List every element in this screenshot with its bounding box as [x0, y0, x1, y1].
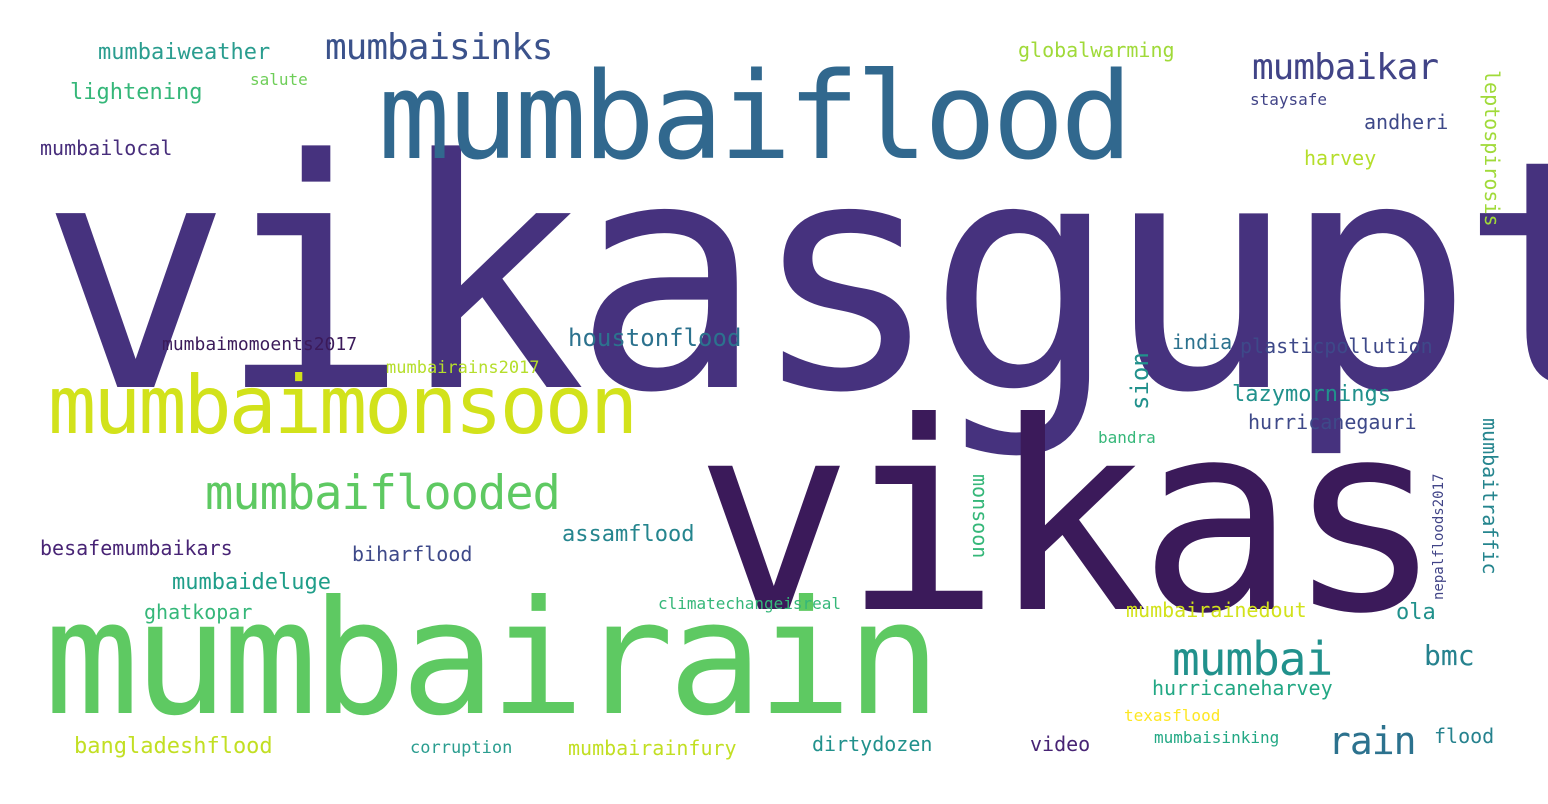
word-houstonflood: houstonflood — [568, 324, 742, 352]
word-video: video — [1030, 732, 1091, 756]
word-bangladeshflood: bangladeshflood — [74, 734, 273, 759]
word-harvey: harvey — [1304, 146, 1377, 170]
word-salute: salute — [250, 70, 308, 89]
word-monsoon: monsoon — [968, 474, 992, 559]
word-bmc: bmc — [1424, 639, 1475, 672]
word-climatechangeisreal: climatechangeisreal — [658, 594, 842, 613]
word-mumbaisinking: mumbaisinking — [1154, 728, 1280, 747]
word-mumbaiweather: mumbaiweather — [98, 40, 271, 65]
word-lazymornings: lazymornings — [1232, 382, 1391, 407]
word-plasticpollution: plasticpollution — [1240, 334, 1433, 358]
word-vikas: vikas — [695, 366, 1444, 671]
word-mumbaiflooded: mumbaiflooded — [205, 466, 561, 521]
word-mumbaikar: mumbaikar — [1252, 47, 1439, 88]
word-ola: ola — [1396, 600, 1436, 625]
word-mumbaisinks: mumbaisinks — [325, 27, 553, 68]
word-mumbairainfury: mumbairainfury — [568, 736, 737, 760]
word-vikasgupta: vikasgupta — [40, 92, 1548, 462]
word-dirtydozen: dirtydozen — [812, 732, 933, 756]
word-lightening: lightening — [70, 80, 203, 105]
word-mumbairainedout: mumbairainedout — [1126, 598, 1307, 622]
word-leptospirosis: leptospirosis — [1480, 70, 1504, 227]
word-mumbai: mumbai — [1172, 632, 1333, 686]
word-biharflood: biharflood — [352, 542, 473, 566]
word-globalwarming: globalwarming — [1018, 38, 1175, 62]
word-mumbaimomoents2017: mumbaimomoents2017 — [162, 334, 358, 355]
word-mumbaiflood: mumbaiflood — [378, 48, 1133, 187]
word-hurricaneharvey: hurricaneharvey — [1152, 676, 1333, 700]
word-andheri: andheri — [1364, 110, 1449, 134]
word-mumbaideluge: mumbaideluge — [172, 570, 331, 595]
word-mumbaitraffic: mumbaitraffic — [1478, 418, 1502, 575]
word-flood: flood — [1434, 724, 1495, 748]
word-nepalfloods2017: nepalfloods2017 — [1431, 473, 1447, 600]
word-mumbairain: mumbairain — [44, 567, 941, 751]
word-mumbairains2017: mumbairains2017 — [386, 358, 540, 378]
word-ghatkopar: ghatkopar — [144, 600, 253, 624]
word-staysafe: staysafe — [1250, 90, 1328, 109]
word-mumbailocal: mumbailocal — [40, 136, 173, 160]
word-hurricanegauri: hurricanegauri — [1248, 410, 1417, 434]
word-texasflood: texasflood — [1124, 706, 1221, 725]
word-rain: rain — [1328, 719, 1417, 763]
word-india: india — [1172, 330, 1233, 354]
word-mumbaimonsoon: mumbaimonsoon — [48, 359, 638, 452]
word-sion: sion — [1126, 352, 1154, 410]
word-corruption: corruption — [410, 738, 513, 758]
word-besafemumbaikars: besafemumbaikars — [40, 536, 233, 560]
word-assamflood: assamflood — [562, 522, 695, 547]
word-bandra: bandra — [1098, 428, 1156, 447]
